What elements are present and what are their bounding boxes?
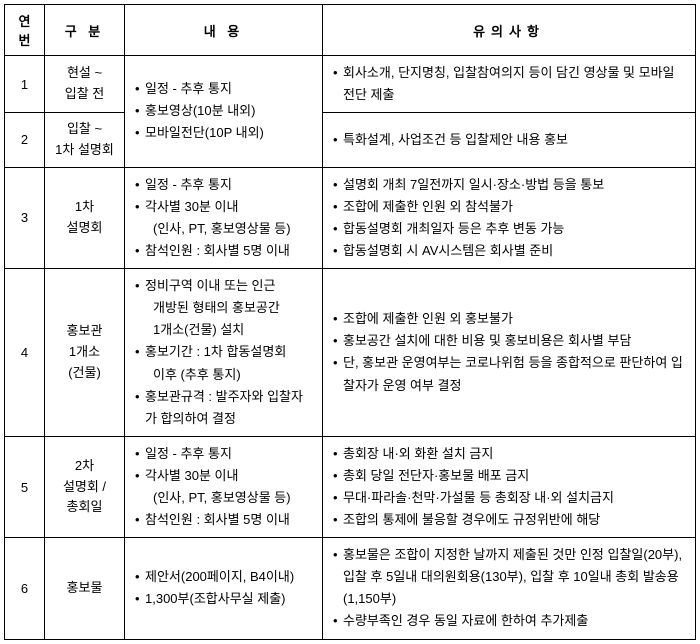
cell-category: 홍보관1개소(건물) [45,269,125,437]
list-item: 조합의 통제에 불응할 경우에도 규정위반에 해당 [333,509,687,531]
cell-category: 1차설명회 [45,167,125,268]
cell-category: 입찰 ~1차 설명회 [45,113,125,168]
table-row: 1현설 ~입찰 전일정 - 추후 통지홍보영상(10분 내외)모바일전단(10P… [5,56,696,113]
list-item: 단, 홍보관 운영여부는 코로나위험 등을 종합적으로 판단하여 입찰자가 운영… [333,352,687,396]
header-num: 연번 [5,5,45,56]
list-item: 각사별 30분 이내 [135,465,314,487]
list-item: 합동설명회 시 AV시스템은 회사별 준비 [333,240,687,262]
cell-notes: 설명회 개최 7일전까지 일시·장소·방법 등을 통보조합에 제출한 인원 외 … [323,167,696,268]
list-subline: 1개소(건물) 설치 [135,319,314,341]
cell-category: 현설 ~입찰 전 [45,56,125,113]
table-row: 4홍보관1개소(건물)정비구역 이내 또는 인근개방된 형태의 홍보공간1개소(… [5,269,696,437]
list-item: 수량부족인 경우 동일 자료에 한하여 추가제출 [333,610,687,632]
list-item: 참석인원 : 회사별 5명 이내 [135,240,314,262]
list-item: 정비구역 이내 또는 인근 [135,275,314,297]
list-item: 일정 - 추후 통지 [135,443,314,465]
list-subline: (인사, PT, 홍보영상물 등) [135,218,314,240]
list-item: 홍보공간 설치에 대한 비용 및 홍보비용은 회사별 부담 [333,330,687,352]
cell-notes: 조합에 제출한 인원 외 홍보불가홍보공간 설치에 대한 비용 및 홍보비용은 … [323,269,696,437]
list-item: 회사소개, 단지명칭, 입찰참여의지 등이 담긴 영상물 및 모바일 전단 제출 [333,62,687,106]
cell-notes: 회사소개, 단지명칭, 입찰참여의지 등이 담긴 영상물 및 모바일 전단 제출 [323,56,696,113]
cell-content: 일정 - 추후 통지각사별 30분 이내(인사, PT, 홍보영상물 등)참석인… [125,167,323,268]
cell-num: 2 [5,113,45,168]
cell-content: 제안서(200페이지, B4이내)1,300부(조합사무실 제출) [125,538,323,639]
header-notes: 유의사항 [323,5,696,56]
table-row: 2입찰 ~1차 설명회 특화설계, 사업조건 등 입찰제안 내용 홍보 [5,113,696,168]
list-item: 총회 당일 전단자·홍보물 배포 금지 [333,465,687,487]
list-item: 제안서(200페이지, B4이내) [135,566,314,588]
list-item: 일정 - 추후 통지 [135,78,314,100]
cell-notes: 홍보물은 조합이 지정한 날까지 제출된 것만 인정 입찰일(20부), 입찰 … [323,538,696,639]
cell-notes: 총회장 내·외 화환 설치 금지총회 당일 전단자·홍보물 배포 금지무대·파라… [323,436,696,537]
cell-num: 1 [5,56,45,113]
cell-category: 홍보물 [45,538,125,639]
cell-content: 정비구역 이내 또는 인근개방된 형태의 홍보공간1개소(건물) 설치홍보기간 … [125,269,323,437]
list-item: 홍보관규격 : 발주자와 입찰자가 합의하여 결정 [135,386,314,430]
list-item: 조합에 제출한 인원 외 참석불가 [333,196,687,218]
cell-content: 일정 - 추후 통지각사별 30분 이내(인사, PT, 홍보영상물 등)참석인… [125,436,323,537]
cell-num: 4 [5,269,45,437]
list-item: 모바일전단(10P 내외) [135,122,314,144]
cell-num: 3 [5,167,45,268]
list-subline: 개방된 형태의 홍보공간 [135,297,314,319]
list-subline: 이후 (추후 통지) [135,364,314,386]
list-item: 1,300부(조합사무실 제출) [135,588,314,610]
cell-num: 5 [5,436,45,537]
table-row: 6홍보물제안서(200페이지, B4이내)1,300부(조합사무실 제출)홍보물… [5,538,696,639]
list-item: 무대·파라솔·천막·가설물 등 총회장 내·외 설치금지 [333,487,687,509]
cell-notes: 특화설계, 사업조건 등 입찰제안 내용 홍보 [323,113,696,168]
list-item: 특화설계, 사업조건 등 입찰제안 내용 홍보 [333,129,687,151]
list-subline: (인사, PT, 홍보영상물 등) [135,487,314,509]
header-content: 내 용 [125,5,323,56]
list-item: 홍보기간 : 1차 합동설명회 [135,341,314,363]
table-body: 1현설 ~입찰 전일정 - 추후 통지홍보영상(10분 내외)모바일전단(10P… [5,56,696,640]
list-item: 각사별 30분 이내 [135,196,314,218]
cell-category: 2차설명회 /총회일 [45,436,125,537]
table-row: 52차설명회 /총회일일정 - 추후 통지각사별 30분 이내(인사, PT, … [5,436,696,537]
header-category: 구 분 [45,5,125,56]
list-item: 홍보물은 조합이 지정한 날까지 제출된 것만 인정 입찰일(20부), 입찰 … [333,544,687,610]
cell-num: 6 [5,538,45,639]
schedule-table: 연번 구 분 내 용 유의사항 1현설 ~입찰 전일정 - 추후 통지홍보영상(… [4,4,696,640]
table-row: 31차설명회일정 - 추후 통지각사별 30분 이내(인사, PT, 홍보영상물… [5,167,696,268]
header-row: 연번 구 분 내 용 유의사항 [5,5,696,56]
list-item: 합동설명회 개최일자 등은 추후 변동 가능 [333,218,687,240]
cell-content: 일정 - 추후 통지홍보영상(10분 내외)모바일전단(10P 내외) [125,56,323,168]
list-item: 설명회 개최 7일전까지 일시·장소·방법 등을 통보 [333,174,687,196]
list-item: 일정 - 추후 통지 [135,174,314,196]
list-item: 참석인원 : 회사별 5명 이내 [135,509,314,531]
list-item: 조합에 제출한 인원 외 홍보불가 [333,308,687,330]
list-item: 총회장 내·외 화환 설치 금지 [333,443,687,465]
list-item: 홍보영상(10분 내외) [135,100,314,122]
